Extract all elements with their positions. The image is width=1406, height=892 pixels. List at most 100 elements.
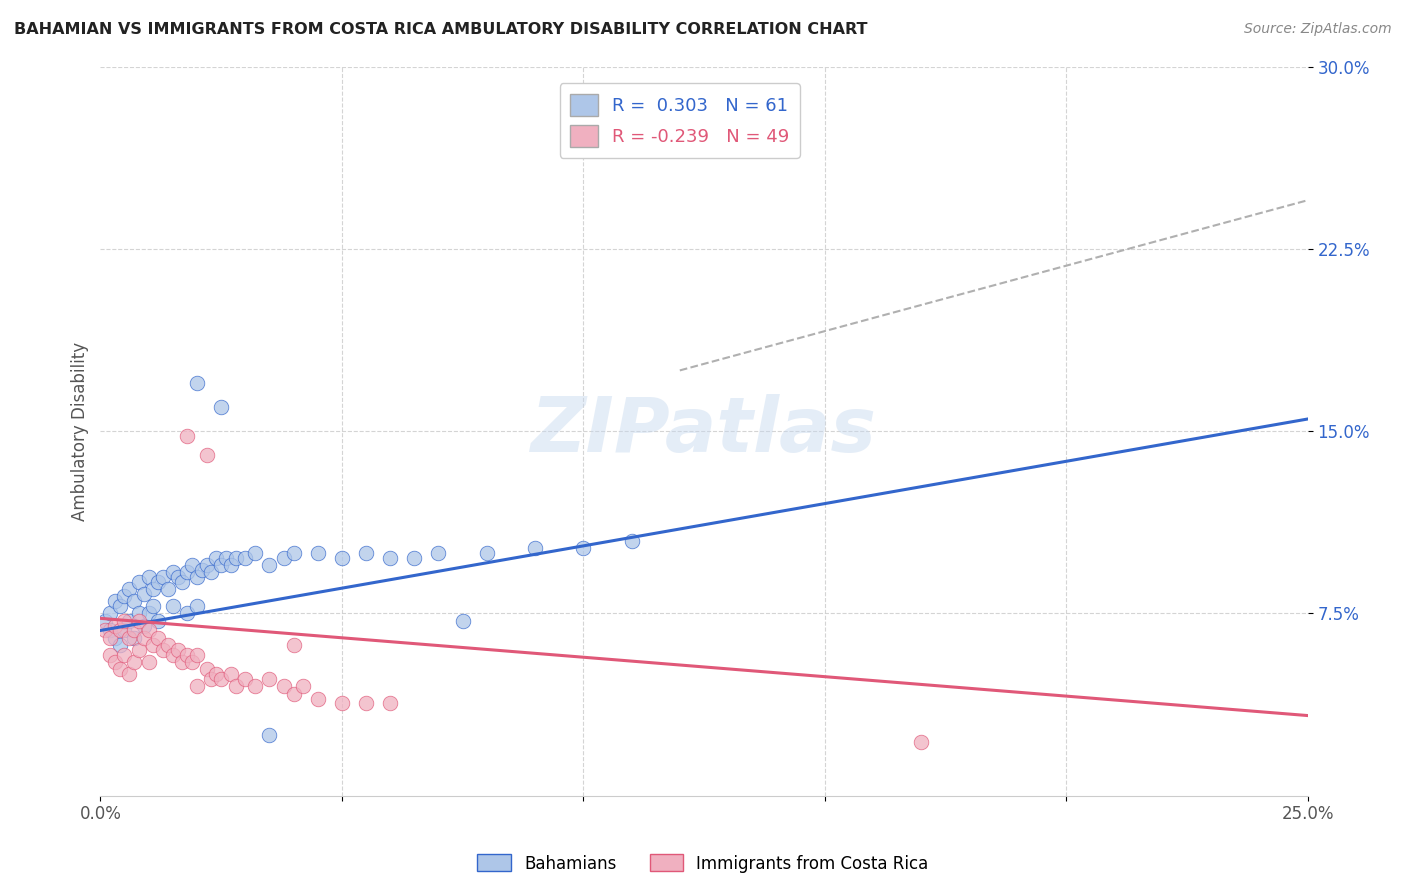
Point — [122, 655, 145, 669]
Point — [128, 614, 150, 628]
Point — [152, 643, 174, 657]
Point — [181, 558, 204, 572]
Point — [205, 667, 228, 681]
Point — [259, 728, 281, 742]
Point — [233, 550, 256, 565]
Point — [142, 599, 165, 614]
Point — [98, 607, 121, 621]
Point — [219, 558, 242, 572]
Point — [209, 672, 232, 686]
Point — [205, 550, 228, 565]
Point — [132, 587, 155, 601]
Point — [200, 565, 222, 579]
Point — [451, 614, 474, 628]
Point — [104, 618, 127, 632]
Point — [378, 697, 401, 711]
Point — [523, 541, 546, 555]
Point — [292, 679, 315, 693]
Point — [354, 697, 377, 711]
Point — [283, 687, 305, 701]
Point — [195, 449, 218, 463]
Point — [128, 643, 150, 657]
Point — [156, 638, 179, 652]
Point — [166, 570, 188, 584]
Point — [114, 648, 136, 662]
Point — [128, 574, 150, 589]
Point — [142, 582, 165, 596]
Point — [156, 582, 179, 596]
Point — [225, 550, 247, 565]
Point — [138, 655, 160, 669]
Point — [307, 546, 329, 560]
Text: ZIPatlas: ZIPatlas — [531, 394, 877, 468]
Point — [200, 672, 222, 686]
Point — [354, 546, 377, 560]
Point — [243, 546, 266, 560]
Point — [166, 643, 188, 657]
Point — [132, 618, 155, 632]
Point — [122, 624, 145, 638]
Point — [162, 599, 184, 614]
Point — [209, 558, 232, 572]
Point — [243, 679, 266, 693]
Point — [427, 546, 450, 560]
Point — [186, 570, 208, 584]
Point — [186, 648, 208, 662]
Point — [98, 631, 121, 645]
Point — [172, 574, 194, 589]
Point — [114, 590, 136, 604]
Point — [215, 550, 238, 565]
Point — [122, 631, 145, 645]
Point — [104, 631, 127, 645]
Point — [108, 638, 131, 652]
Point — [572, 541, 595, 555]
Point — [195, 558, 218, 572]
Point — [138, 570, 160, 584]
Point — [108, 599, 131, 614]
Point — [273, 679, 295, 693]
Point — [225, 679, 247, 693]
Point — [142, 638, 165, 652]
Point — [104, 594, 127, 608]
Point — [98, 648, 121, 662]
Point — [378, 550, 401, 565]
Point — [162, 648, 184, 662]
Point — [152, 570, 174, 584]
Legend: R =  0.303   N = 61, R = -0.239   N = 49: R = 0.303 N = 61, R = -0.239 N = 49 — [560, 83, 800, 158]
Point — [176, 607, 198, 621]
Point — [98, 624, 121, 638]
Point — [114, 624, 136, 638]
Point — [118, 631, 141, 645]
Point — [620, 533, 643, 548]
Point — [162, 565, 184, 579]
Point — [94, 624, 117, 638]
Point — [176, 565, 198, 579]
Point — [94, 614, 117, 628]
Point — [176, 429, 198, 443]
Point — [118, 614, 141, 628]
Point — [118, 582, 141, 596]
Point — [108, 624, 131, 638]
Legend: Bahamians, Immigrants from Costa Rica: Bahamians, Immigrants from Costa Rica — [471, 847, 935, 880]
Point — [176, 648, 198, 662]
Text: BAHAMIAN VS IMMIGRANTS FROM COSTA RICA AMBULATORY DISABILITY CORRELATION CHART: BAHAMIAN VS IMMIGRANTS FROM COSTA RICA A… — [14, 22, 868, 37]
Point — [330, 697, 353, 711]
Text: Source: ZipAtlas.com: Source: ZipAtlas.com — [1244, 22, 1392, 37]
Point — [181, 655, 204, 669]
Point — [186, 376, 208, 390]
Point — [259, 558, 281, 572]
Point — [186, 599, 208, 614]
Point — [118, 667, 141, 681]
Point — [108, 662, 131, 676]
Point — [283, 638, 305, 652]
Point — [148, 631, 170, 645]
Point — [475, 546, 498, 560]
Point — [148, 574, 170, 589]
Point — [195, 662, 218, 676]
Point — [330, 550, 353, 565]
Point — [283, 546, 305, 560]
Point — [138, 607, 160, 621]
Point — [104, 655, 127, 669]
Point — [138, 624, 160, 638]
Y-axis label: Ambulatory Disability: Ambulatory Disability — [72, 342, 89, 521]
